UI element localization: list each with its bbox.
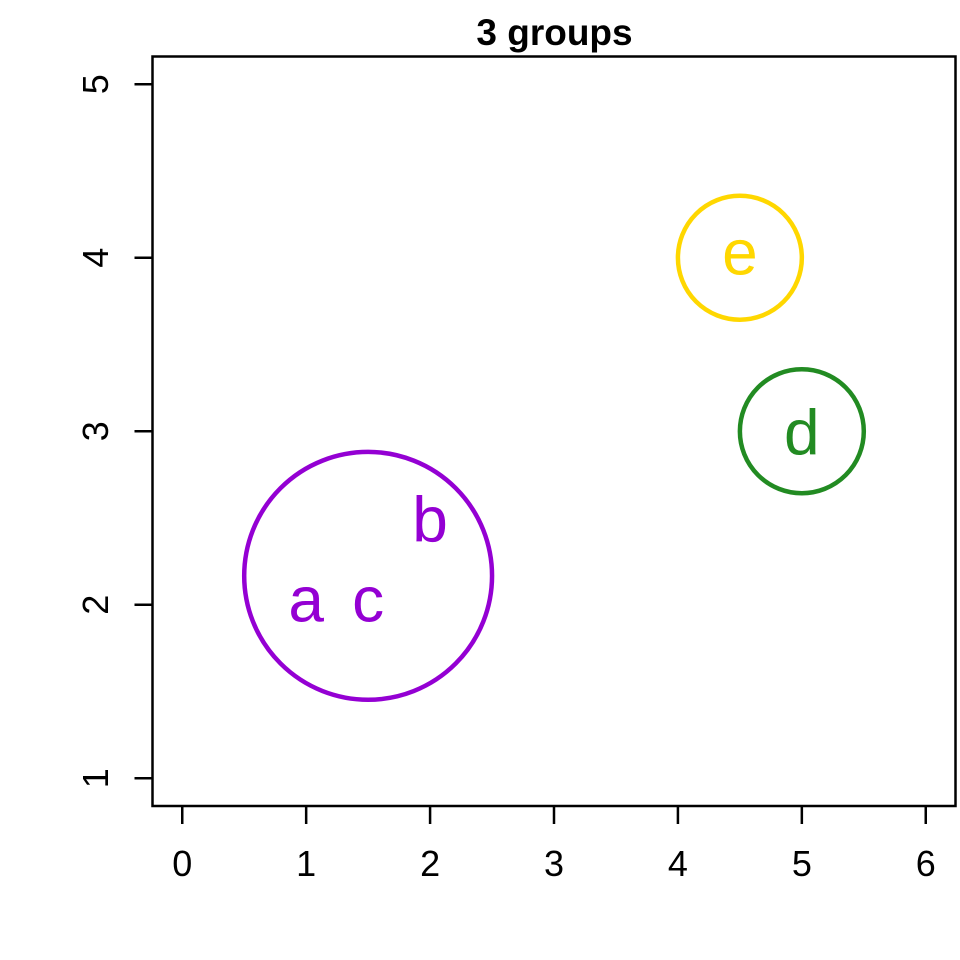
y-axis-tick-label: 5 — [75, 74, 116, 94]
point-label-b: b — [412, 483, 448, 555]
cluster-circle-group-1 — [241, 449, 495, 702]
cluster-circle-group-2 — [737, 367, 867, 496]
chart-title: 3 groups — [476, 12, 633, 53]
x-axis-tick-label: 6 — [916, 843, 936, 884]
point-label-c: c — [352, 563, 384, 635]
x-axis-tick-label: 2 — [420, 843, 440, 884]
cluster-circle-group-3 — [675, 193, 805, 322]
x-axis-tick-label: 3 — [544, 843, 564, 884]
y-axis-tick-label: 2 — [75, 595, 116, 615]
point-label-e: e — [722, 216, 758, 288]
y-axis-tick-label: 3 — [75, 421, 116, 441]
x-axis-tick-label: 0 — [172, 843, 192, 884]
x-axis-tick-label: 4 — [668, 843, 688, 884]
plot-box — [151, 55, 957, 808]
y-axis-tick-label: 1 — [75, 768, 116, 788]
point-label-a: a — [288, 563, 324, 635]
y-axis-tick-label: 4 — [75, 248, 116, 268]
x-axis-tick-label: 5 — [792, 843, 812, 884]
point-label-d: d — [784, 397, 820, 469]
x-axis-tick-label: 1 — [296, 843, 316, 884]
